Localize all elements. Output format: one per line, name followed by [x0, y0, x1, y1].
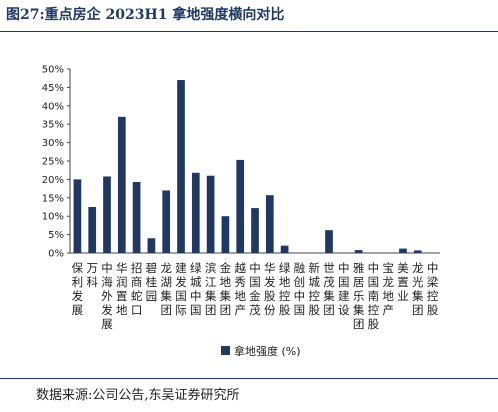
- bar: [162, 190, 171, 253]
- y-tick-label: 5%: [48, 230, 64, 241]
- bar: [73, 179, 82, 253]
- x-tick-label: 龙光集团: [412, 261, 424, 317]
- x-tick-label: 中国南控股: [368, 261, 380, 331]
- bar: [103, 176, 111, 253]
- x-tick-label: 碧桂园: [146, 261, 158, 303]
- bar: [280, 245, 289, 253]
- bar: [236, 159, 245, 253]
- x-tick-label: 美置业: [397, 261, 409, 303]
- legend: 拿地强度 (%): [221, 344, 301, 358]
- y-tick-label: 30%: [42, 138, 64, 149]
- bar: [206, 175, 215, 253]
- y-tick-label: 45%: [42, 83, 64, 94]
- bar: [132, 181, 141, 253]
- bar: [265, 195, 274, 253]
- y-tick-label: 20%: [42, 175, 64, 186]
- bar: [117, 116, 126, 253]
- x-tick-label: 越秀地产: [234, 261, 246, 317]
- y-tick-label: 10%: [42, 212, 64, 223]
- x-tick-label: 龙湖集团: [160, 261, 172, 317]
- legend-label: 拿地强度 (%): [234, 344, 301, 358]
- y-tick-label: 25%: [42, 157, 64, 168]
- title-rule: [0, 31, 498, 32]
- source-note: 数据来源:公司公告,东吴证券研究所: [36, 388, 240, 403]
- bar: [325, 230, 333, 253]
- x-tick-label: 华润置地: [116, 261, 128, 317]
- x-tick-label: 华发股份: [264, 261, 276, 317]
- bar: [399, 248, 407, 253]
- x-tick-label: 绿城中国: [190, 261, 202, 317]
- x-tick-label: 绿地控股: [279, 261, 291, 317]
- y-tick-label: 0%: [48, 249, 64, 260]
- bar: [251, 208, 259, 253]
- bars: [73, 80, 422, 253]
- x-tick-label: 中梁控股: [427, 261, 439, 317]
- x-tick-label: 中国金茂: [249, 261, 261, 317]
- x-axis-labels: 保利发展万科中海外发展华润置地招商蛇口碧桂园龙湖集团建发国际绿城中国滨江集团金地…: [72, 261, 439, 331]
- x-tick-label: 融创中国: [294, 261, 306, 317]
- x-tick-label: 雅居乐集团: [353, 261, 365, 331]
- bar: [413, 250, 422, 253]
- bar: [147, 238, 156, 253]
- footer-rule: [0, 378, 498, 379]
- x-tick-label: 金地集团: [220, 261, 232, 317]
- x-tick-label: 新城控股: [308, 261, 320, 317]
- x-tick-label: 建发国际: [175, 261, 187, 317]
- x-tick-label: 招商蛇口: [131, 261, 143, 317]
- legend-swatch: [221, 346, 230, 355]
- bar-chart: 0% 5% 10% 15% 20% 25% 30% 35% 40% 45% 50% 保利发展万科中海…: [42, 65, 440, 358]
- figure-title: 图27:重点房企 2023H1 拿地强度横向对比: [6, 7, 285, 23]
- x-tick-label: 滨江集团: [205, 261, 217, 317]
- bar: [354, 250, 363, 253]
- y-tick-label: 40%: [42, 101, 64, 112]
- x-tick-label: 宝龙地产: [382, 261, 394, 317]
- x-tick-label: 中国建设: [338, 261, 350, 317]
- x-tick-label: 世茂集团: [323, 261, 335, 317]
- y-tick-label: 35%: [42, 120, 64, 131]
- bar: [221, 216, 230, 253]
- x-tick-label: 保利发展: [72, 261, 84, 317]
- x-tick-label: 万科: [86, 261, 98, 289]
- bar: [177, 80, 185, 253]
- x-tick-label: 中海外发展: [101, 261, 113, 331]
- bar: [88, 207, 97, 253]
- bar: [191, 172, 200, 253]
- y-tick-label: 50%: [42, 65, 64, 76]
- y-tick-label: 15%: [42, 193, 64, 204]
